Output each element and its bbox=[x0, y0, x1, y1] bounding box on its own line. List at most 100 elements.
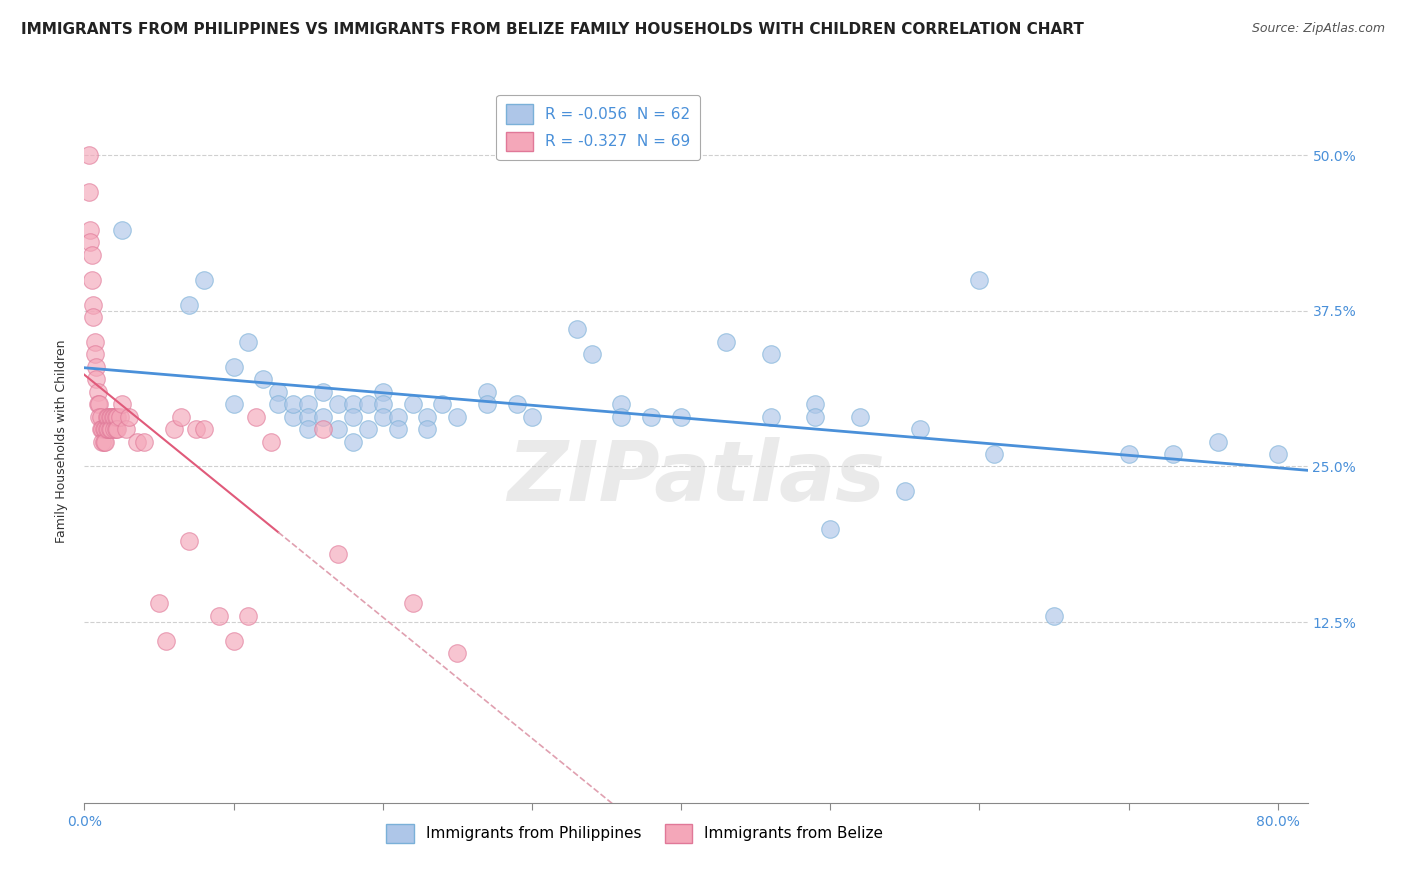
Point bbox=[89, 409, 111, 424]
Point bbox=[804, 397, 827, 411]
Point bbox=[312, 409, 335, 424]
Point bbox=[97, 422, 120, 436]
Point bbox=[163, 422, 186, 436]
Point bbox=[132, 434, 155, 449]
Point bbox=[371, 384, 394, 399]
Point bbox=[222, 397, 245, 411]
Point bbox=[177, 297, 200, 311]
Point bbox=[87, 384, 110, 399]
Point bbox=[401, 597, 423, 611]
Point bbox=[1043, 609, 1066, 624]
Point bbox=[118, 409, 141, 424]
Point bbox=[98, 409, 121, 424]
Point bbox=[96, 422, 118, 436]
Point bbox=[581, 347, 603, 361]
Point bbox=[475, 384, 498, 399]
Point bbox=[186, 422, 208, 436]
Legend: Immigrants from Philippines, Immigrants from Belize: Immigrants from Philippines, Immigrants … bbox=[380, 817, 890, 849]
Point bbox=[97, 409, 120, 424]
Point bbox=[610, 409, 633, 424]
Point bbox=[520, 409, 543, 424]
Point bbox=[312, 384, 335, 399]
Point bbox=[357, 422, 380, 436]
Point bbox=[297, 397, 319, 411]
Point bbox=[387, 422, 409, 436]
Point bbox=[90, 409, 112, 424]
Point bbox=[207, 609, 229, 624]
Point bbox=[100, 422, 122, 436]
Text: Source: ZipAtlas.com: Source: ZipAtlas.com bbox=[1251, 22, 1385, 36]
Point bbox=[283, 409, 305, 424]
Point bbox=[565, 322, 588, 336]
Point bbox=[105, 422, 128, 436]
Point bbox=[610, 397, 633, 411]
Point bbox=[89, 397, 111, 411]
Point bbox=[983, 447, 1005, 461]
Point bbox=[105, 409, 128, 424]
Point bbox=[1118, 447, 1140, 461]
Point bbox=[101, 409, 124, 424]
Point bbox=[849, 409, 872, 424]
Point bbox=[177, 534, 200, 549]
Point bbox=[387, 409, 409, 424]
Point bbox=[170, 409, 193, 424]
Point bbox=[267, 384, 290, 399]
Point bbox=[96, 409, 118, 424]
Text: ZIPatlas: ZIPatlas bbox=[508, 437, 884, 518]
Point bbox=[1267, 447, 1289, 461]
Y-axis label: Family Households with Children: Family Households with Children bbox=[55, 340, 69, 543]
Point bbox=[267, 397, 290, 411]
Point bbox=[371, 397, 394, 411]
Point bbox=[669, 409, 692, 424]
Point bbox=[416, 422, 439, 436]
Point bbox=[108, 409, 131, 424]
Point bbox=[326, 422, 349, 436]
Point bbox=[222, 359, 245, 374]
Point bbox=[222, 633, 245, 648]
Point bbox=[342, 409, 364, 424]
Point bbox=[82, 297, 104, 311]
Point bbox=[252, 372, 274, 386]
Point bbox=[312, 422, 335, 436]
Point bbox=[908, 422, 931, 436]
Point bbox=[759, 409, 782, 424]
Point bbox=[260, 434, 283, 449]
Point bbox=[77, 148, 100, 162]
Point bbox=[77, 186, 100, 200]
Point bbox=[155, 633, 177, 648]
Point bbox=[1163, 447, 1185, 461]
Point bbox=[759, 347, 782, 361]
Point bbox=[80, 272, 103, 286]
Point bbox=[82, 310, 104, 324]
Point bbox=[1206, 434, 1229, 449]
Point bbox=[245, 409, 267, 424]
Point bbox=[326, 397, 349, 411]
Point bbox=[84, 359, 107, 374]
Point bbox=[238, 334, 260, 349]
Point bbox=[83, 347, 105, 361]
Point bbox=[90, 422, 112, 436]
Point bbox=[297, 422, 319, 436]
Point bbox=[193, 272, 215, 286]
Point bbox=[93, 422, 115, 436]
Point bbox=[87, 397, 110, 411]
Point bbox=[103, 422, 125, 436]
Point bbox=[804, 409, 827, 424]
Point bbox=[446, 409, 468, 424]
Point bbox=[94, 434, 117, 449]
Point bbox=[94, 422, 117, 436]
Point bbox=[714, 334, 737, 349]
Point bbox=[148, 597, 170, 611]
Point bbox=[283, 397, 305, 411]
Point bbox=[125, 434, 148, 449]
Point bbox=[91, 434, 114, 449]
Point bbox=[818, 522, 841, 536]
Point bbox=[79, 223, 101, 237]
Point bbox=[104, 422, 127, 436]
Point bbox=[432, 397, 454, 411]
Point bbox=[371, 409, 394, 424]
Point bbox=[104, 409, 127, 424]
Point bbox=[475, 397, 498, 411]
Point bbox=[100, 409, 122, 424]
Point bbox=[416, 409, 439, 424]
